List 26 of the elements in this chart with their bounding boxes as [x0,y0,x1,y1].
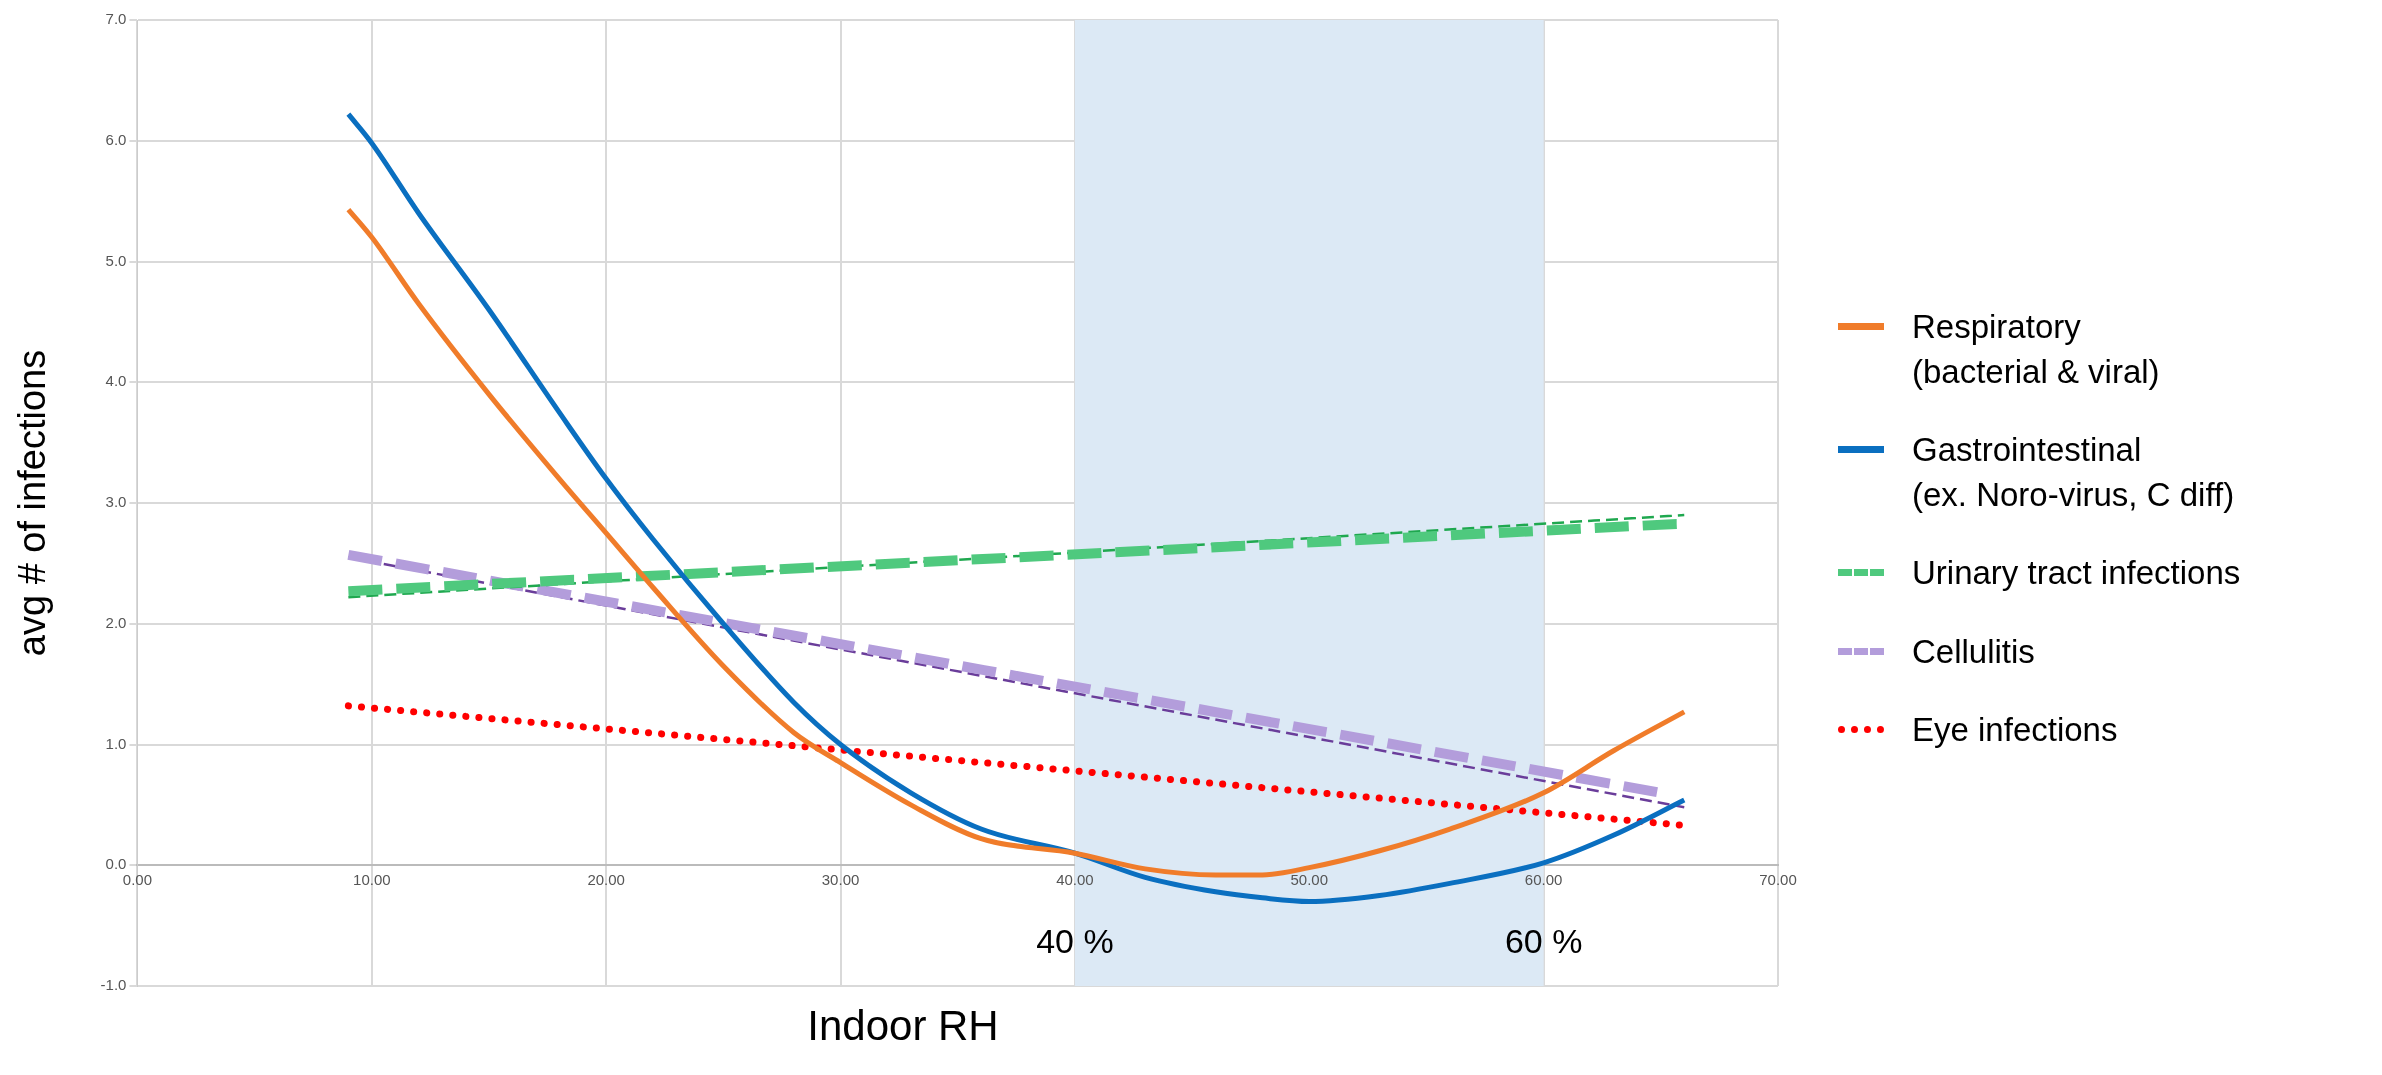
y-tick-label: 1.0 [105,734,127,752]
x-tick-label: 70.00 [1759,870,1797,888]
x-tick-label: 40.00 [1056,870,1094,888]
x-tick-label: 50.00 [1290,870,1329,888]
y-tick-label: 7.0 [105,10,127,28]
y-tick-label: 5.0 [105,251,127,269]
legend-label: Gastrointestinal (ex. Noro-virus, C diff) [1912,430,2235,515]
x-tick-label: 10.00 [353,870,391,888]
y-tick-label: 2.0 [105,613,127,631]
y-tick-label: 3.0 [105,493,127,511]
y-axis-title: avg # of infections [11,349,54,657]
x-tick-label: 60.00 [1524,870,1563,888]
annotation: 40 % [1036,922,1114,961]
x-tick-label: 20.00 [587,870,625,888]
legend-label: Eye infections [1912,710,2118,751]
legend-label: Respiratory (bacterial & viral) [1912,307,2160,392]
legend-label: Urinary tract infections [1912,553,2241,594]
y-tick-label: 4.0 [105,372,127,390]
x-tick-label: 0.00 [122,870,153,888]
x-axis-title: Indoor RH [807,1002,999,1050]
annotation: 60 % [1504,922,1583,961]
x-tick-label: 30.00 [821,870,860,888]
y-tick-label: -1.0 [100,976,127,994]
y-tick-label: 0.0 [105,855,127,873]
y-tick-label: 6.0 [105,130,127,148]
legend-label: Cellulitis [1912,631,2035,672]
